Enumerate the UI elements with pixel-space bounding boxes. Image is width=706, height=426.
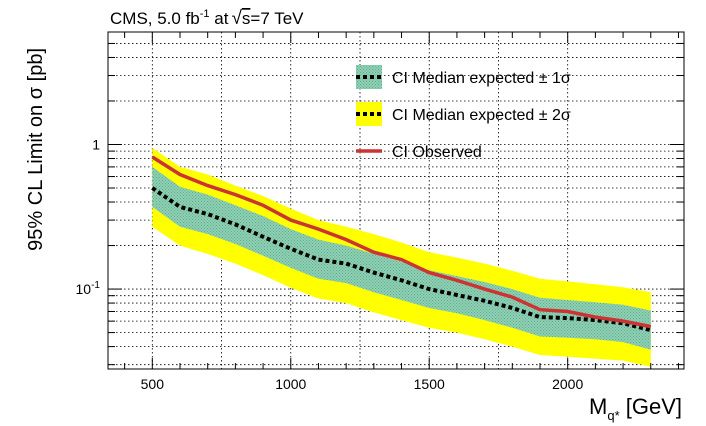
legend-label: CI Median expected ± 1σ: [392, 70, 571, 87]
legend-item-band1: CI Median expected ± 1σ: [356, 65, 571, 89]
y-axis-label: 95% CL Limit on σ [pb]: [25, 48, 47, 251]
median-expected-line: [151, 186, 652, 333]
legend-item-band2: CI Median expected ± 2σ: [356, 102, 571, 126]
legend-label: CI Median expected ± 2σ: [392, 107, 571, 124]
x-tick-label: 500: [141, 376, 165, 392]
axes: 500 1000 1500 2000 10-1 1: [76, 31, 685, 392]
observed-line: [151, 155, 652, 329]
legend-label: CI Observed: [392, 144, 482, 161]
x-axis-label: Mq* [GeV]: [589, 394, 682, 423]
legend: CI Median expected ± 1σ CI Median expecte…: [356, 65, 571, 161]
x-tick-label: 2000: [552, 376, 583, 392]
lines-layer: [151, 155, 652, 333]
y-tick-label: 1: [92, 137, 100, 153]
x-tick-label: 1000: [275, 376, 306, 392]
chart-title: CMS, 5.0 fb-1 at √s=7 TeV: [110, 8, 304, 29]
plot-frame: [107, 31, 685, 370]
x-tick-label: 1500: [414, 376, 445, 392]
y-tick-label: 10-1: [76, 280, 101, 297]
legend-item-observed: CI Observed: [356, 144, 482, 161]
